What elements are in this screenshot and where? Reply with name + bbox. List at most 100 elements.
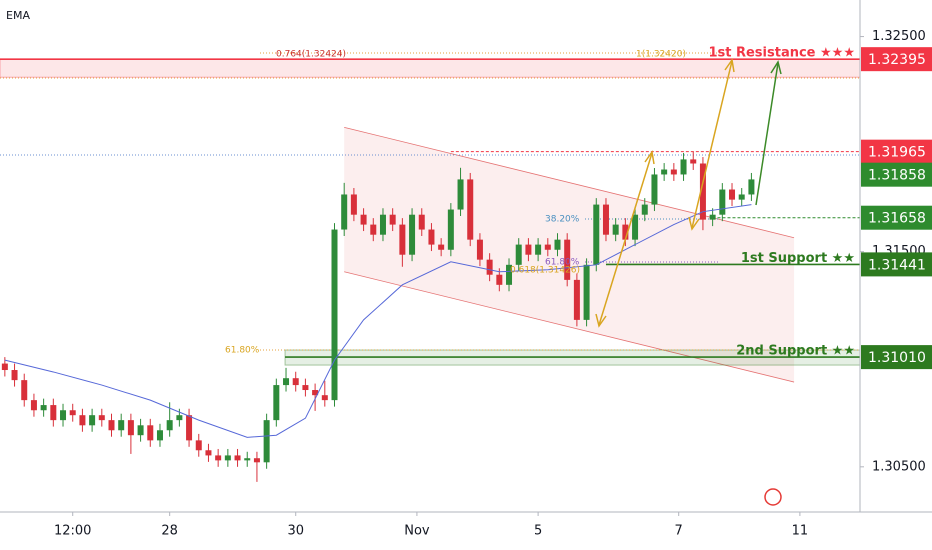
watermark-logo [764,488,782,506]
candle-body [108,420,115,431]
candle-body [79,415,86,426]
fib-label: 61.80% [545,258,580,268]
candle-body [525,244,532,255]
candle-body [389,214,396,225]
candle-body [602,204,609,235]
candle-body [224,455,231,461]
candle-body [205,450,212,456]
candle-body [690,159,697,164]
arrowhead [770,60,782,75]
candle-body [195,440,202,451]
x-tick-label: Nov [404,524,430,539]
arrows [595,58,782,328]
indicator-label: EMA [6,9,30,22]
candle-body [370,224,377,235]
price-label-box [861,139,932,164]
x-tick-label: 12:00 [54,524,91,539]
candle-body [273,385,280,421]
price-label-box [861,162,932,187]
candle-body [127,420,134,436]
x-tick-label: 28 [161,524,178,539]
candle-body [680,159,687,175]
level-name: 1st Resistance ★★★ [708,46,855,61]
candle-body [341,194,348,230]
candle-body [418,214,425,230]
price-label-box [861,205,932,230]
candle-body [573,279,580,320]
price-label: 1.31010 [868,350,926,366]
candle-body [496,274,503,285]
ema-line [4,204,752,438]
candle-body [118,420,125,431]
candle-body [360,214,367,225]
candle-body [729,189,736,200]
candle-body [234,455,241,461]
candle-body [302,385,309,391]
candle-body [21,380,28,401]
candle-body [253,458,260,463]
candle-body [137,425,144,436]
candle-body [1,363,8,371]
candle-body [292,378,299,386]
candle-body [738,194,745,200]
candle-body [176,415,183,421]
candle-body [350,194,357,215]
candle-body [147,425,154,441]
candle-body [699,163,706,220]
main-layer [1,151,755,482]
price-label: 1.32395 [868,52,926,68]
price-label: 1.31858 [868,168,926,184]
candle-body [11,370,18,381]
candle-body [476,239,483,260]
candle-body [409,214,416,255]
candle-body [215,455,222,461]
candle-body [312,390,319,396]
candle-body [283,378,290,386]
arrow [755,62,779,206]
candle-body [486,259,493,275]
candle-body [554,239,561,250]
arrowhead [644,150,655,165]
channel-line [344,271,795,383]
price-label-box [861,252,932,277]
candle-body [457,179,464,210]
candle-body [467,179,474,240]
x-tick-label: 30 [287,524,304,539]
candle-body [583,264,590,320]
candle-body [50,405,57,421]
channel-line [344,126,795,239]
fib-label: 1(1.32420) [636,50,686,60]
candle-body [379,214,386,235]
candle-body [670,169,677,175]
candle-body [709,214,716,220]
candle-body [641,204,648,215]
candle-body [156,430,163,441]
price-label: 1.31965 [868,145,926,161]
candle-body [30,400,37,411]
price-label: 1.31658 [868,211,926,227]
price-label-box [861,47,932,72]
price-label: 1.31441 [868,257,926,273]
candle-body [544,244,551,250]
candle-body [515,244,522,265]
candle-body [651,174,658,205]
arrowhead [688,216,700,231]
fib-label: 38.20% [545,215,580,225]
candle-body [428,229,435,245]
candle-body [244,458,251,461]
level-name: 2nd Support ★★ [736,344,855,359]
fib-label: 0.618(1.31426) [510,266,580,276]
candle-body [564,239,571,280]
price-label-box [861,345,932,370]
candle-body [748,179,755,195]
candle-body [263,420,270,463]
candle-body [40,405,47,411]
candle-body [506,264,513,285]
candle-body [321,395,328,401]
arrow [691,60,733,229]
x-tick-label: 5 [534,524,542,539]
candle-body [89,415,96,426]
